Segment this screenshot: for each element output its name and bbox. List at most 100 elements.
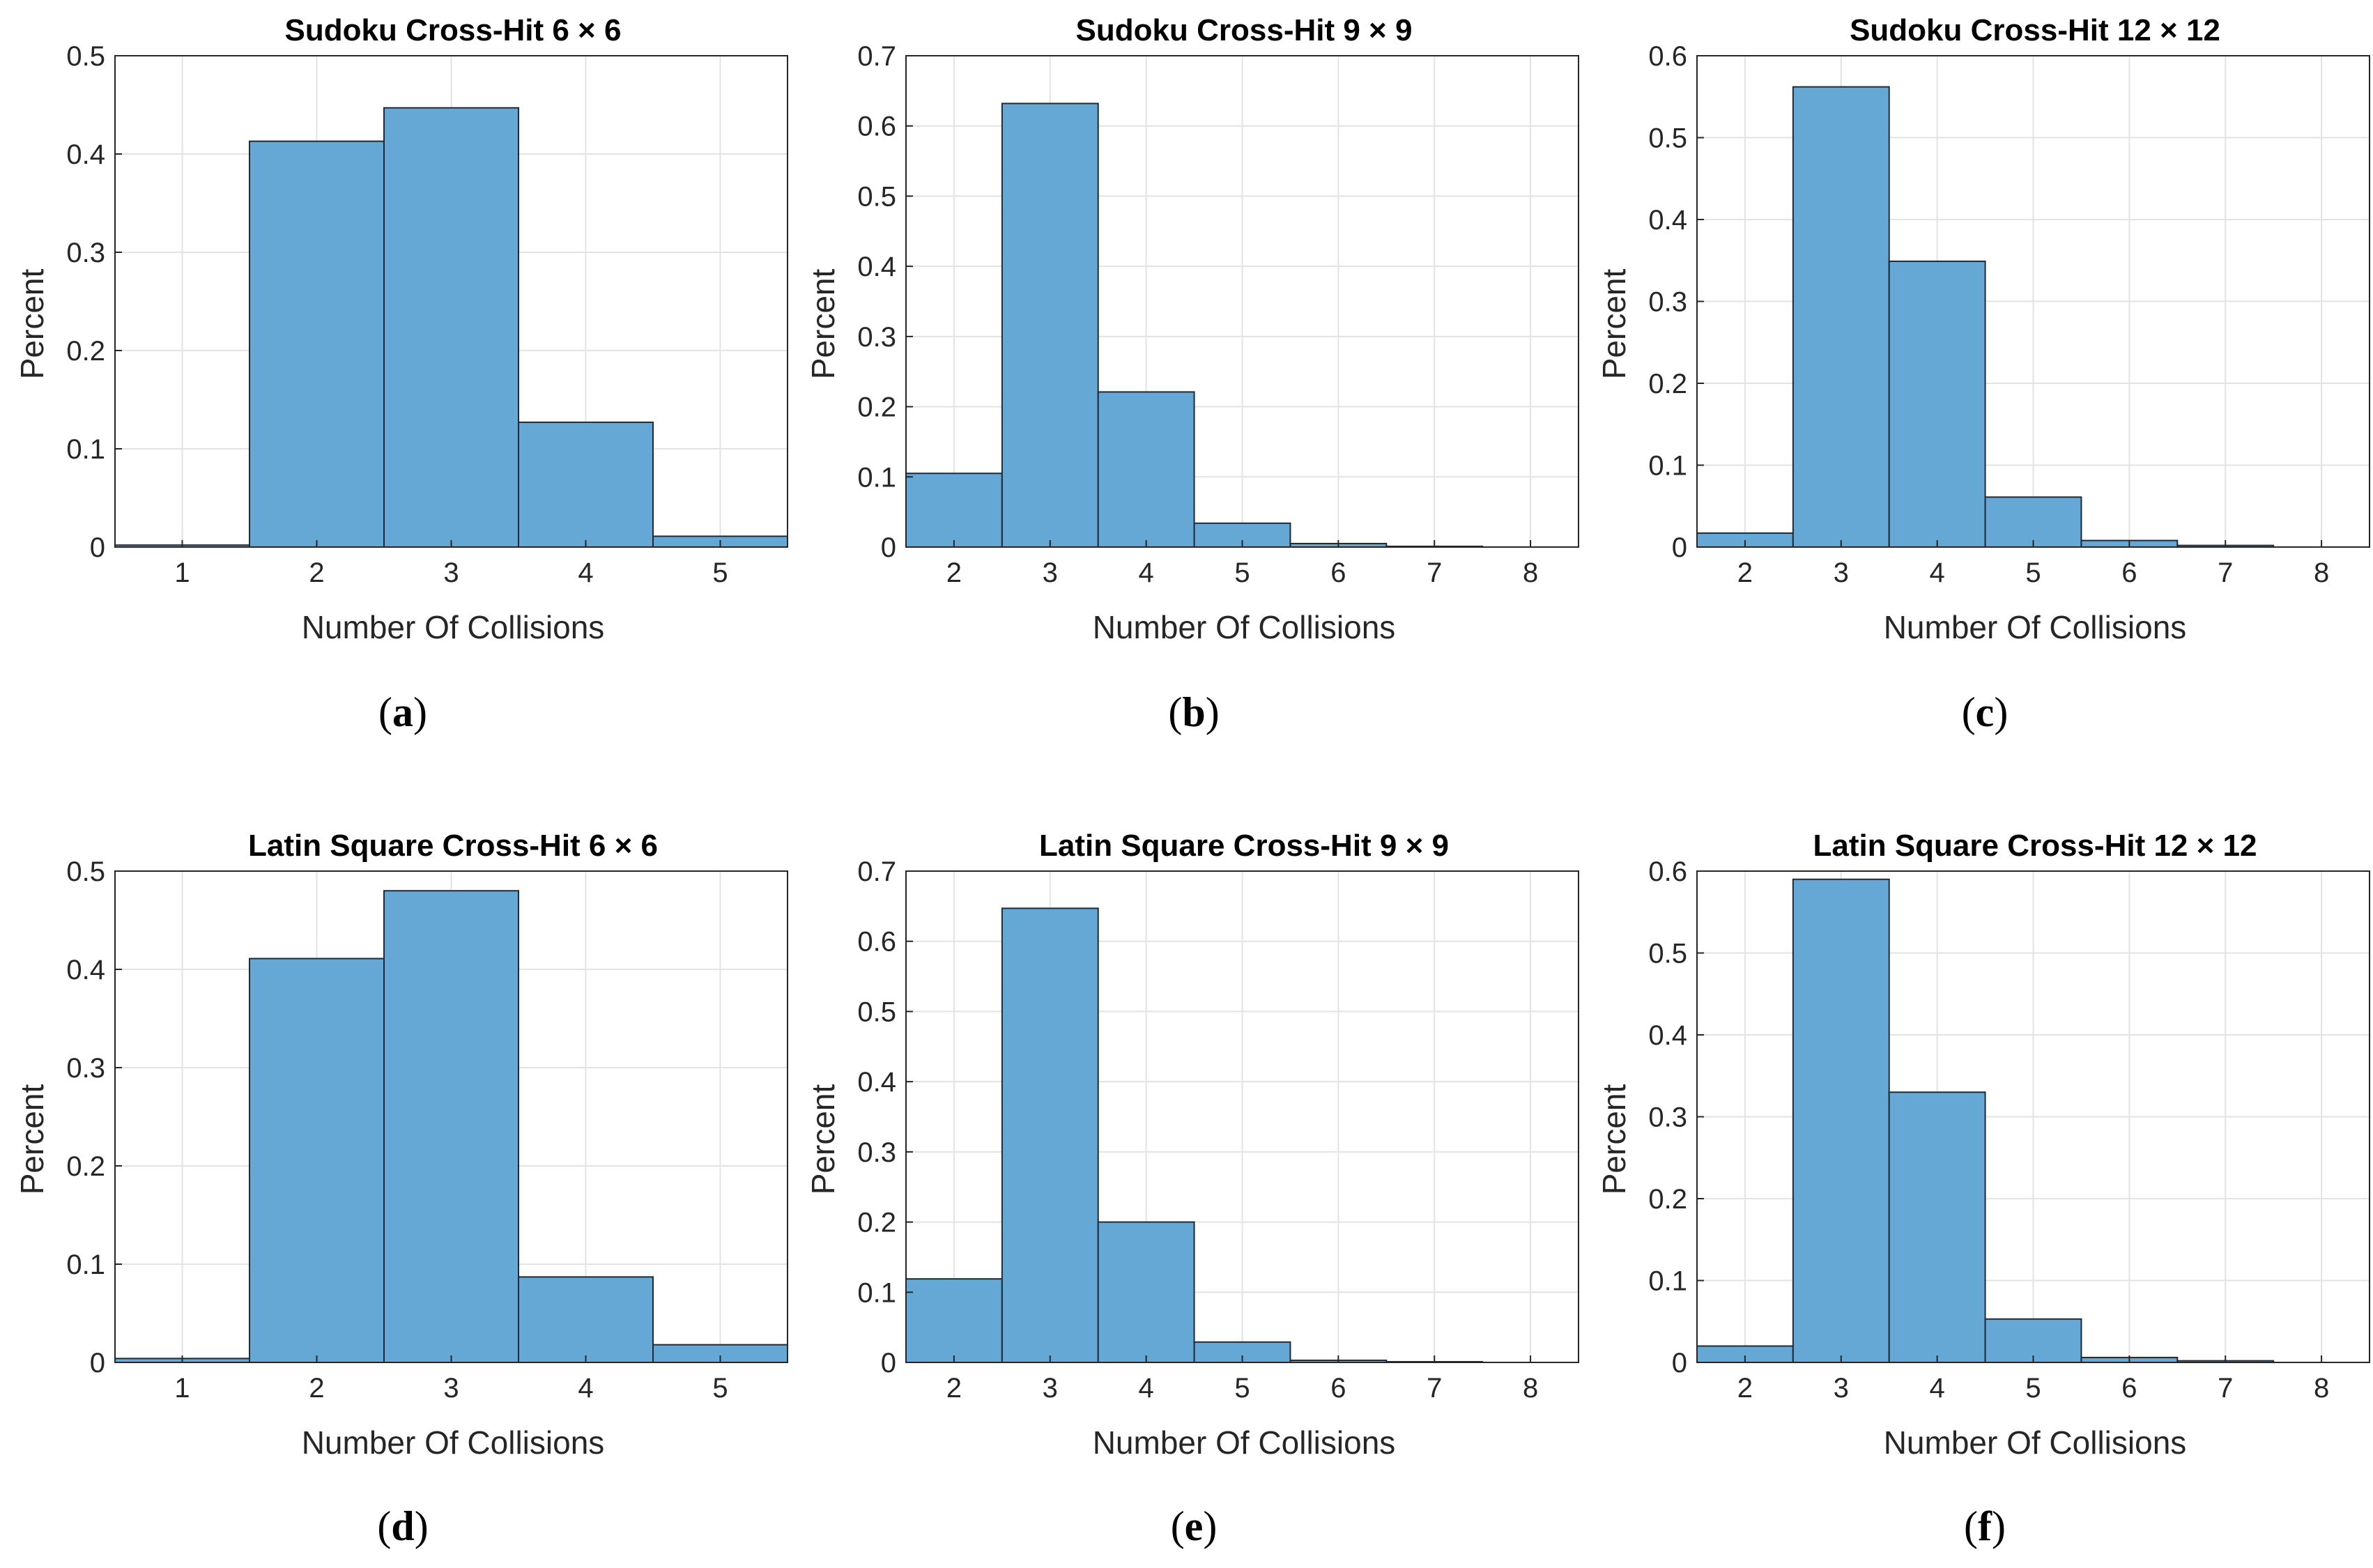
- x-tick-label: 2: [946, 558, 962, 588]
- x-axis-label: Number Of Collisions: [302, 1424, 605, 1461]
- chart-title: Latin Square Cross-Hit 9 × 9: [1039, 829, 1449, 863]
- y-tick-label: 0.2: [1648, 369, 1687, 399]
- figure-caption: (b): [1168, 689, 1219, 735]
- y-tick-label: 0.3: [857, 322, 896, 353]
- x-tick-label: 6: [2121, 558, 2137, 588]
- chart-panel-c: Sudoku Cross-Hit 12 × 12 2 3 4 5 6 7 8 0 0.1 0.2 0…: [1596, 13, 2370, 735]
- y-tick-label: 0.1: [1648, 451, 1687, 482]
- y-tick-label: 0.5: [66, 856, 105, 887]
- x-tick-label: 5: [2025, 1373, 2041, 1404]
- chart-title: Sudoku Cross-Hit 9 × 9: [1076, 13, 1413, 47]
- x-tick-label: 4: [578, 1373, 593, 1404]
- y-axis-label: Percent: [805, 1084, 841, 1195]
- plot-area: 2 3 4 5 6 7 8 0 0.1 0.2 0.3 0.4 0.5 0.6: [1648, 856, 2370, 1404]
- x-tick-label: 4: [1139, 558, 1154, 588]
- x-tick-label: 2: [309, 558, 324, 588]
- bar-5: [1984, 496, 2082, 548]
- x-tick-label: 8: [1523, 1373, 1538, 1404]
- y-tick-label: 0.3: [66, 1053, 105, 1084]
- x-axis-label: Number Of Collisions: [1093, 609, 1396, 645]
- x-tick-label: 3: [1043, 1373, 1058, 1404]
- x-tick-label: 4: [1930, 558, 1945, 588]
- x-tick-label: 2: [1737, 558, 1753, 588]
- bar-3: [383, 107, 519, 548]
- x-tick-label: 7: [1427, 558, 1442, 588]
- bar-4: [1097, 1221, 1195, 1363]
- bar-2: [249, 140, 385, 548]
- x-tick-label: 6: [1330, 558, 1346, 588]
- y-tick-label: 0.4: [66, 955, 105, 985]
- y-tick-label: 0.1: [1648, 1266, 1687, 1297]
- y-tick-label: 0.2: [66, 336, 105, 367]
- x-axis-label: Number Of Collisions: [1093, 1424, 1396, 1461]
- bar-3: [1792, 86, 1890, 548]
- y-tick-label: 0: [881, 1348, 896, 1378]
- x-tick-label: 5: [712, 1373, 728, 1404]
- y-axis-label: Percent: [14, 1084, 50, 1195]
- bar-3: [1792, 878, 1890, 1363]
- chart-title: Sudoku Cross-Hit 12 × 12: [1850, 13, 2220, 47]
- plot-area: 2 3 4 5 6 7 8 0 0.1 0.2 0.3 0.4 0.5 0.6 0.7: [857, 856, 1579, 1404]
- y-axis-label: Percent: [1596, 1084, 1632, 1195]
- y-tick-label: 0.4: [66, 139, 105, 170]
- x-tick-label: 1: [174, 1373, 190, 1404]
- y-tick-label: 0.2: [857, 1208, 896, 1238]
- chart-panel-f: Latin Square Cross-Hit 12 × 12 2 3 4 5 6 7 8 0 0…: [1596, 829, 2370, 1549]
- chart-title: Sudoku Cross-Hit 6 × 6: [285, 13, 622, 47]
- x-tick-label: 5: [1234, 558, 1250, 588]
- bar-3: [1001, 907, 1099, 1363]
- bar-2: [905, 472, 1003, 548]
- figure-caption: (f): [1964, 1503, 2006, 1549]
- x-tick-label: 3: [1043, 558, 1058, 588]
- x-tick-label: 4: [578, 558, 593, 588]
- y-tick-label: 0.6: [857, 927, 896, 958]
- x-tick-label: 7: [1427, 1373, 1442, 1404]
- y-tick-label: 0.4: [857, 1067, 896, 1098]
- y-tick-label: 0: [881, 532, 896, 563]
- x-tick-label: 1: [174, 558, 190, 588]
- bar-5: [1984, 1318, 2082, 1363]
- plot-area: 1 2 3 4 5 0 0.1 0.2 0.3 0.4 0.5: [66, 856, 788, 1404]
- y-tick-label: 0: [1672, 532, 1687, 563]
- bar-2: [249, 958, 385, 1364]
- y-tick-label: 0.5: [857, 181, 896, 212]
- y-tick-label: 0: [90, 532, 105, 563]
- x-tick-label: 3: [1834, 558, 1849, 588]
- y-tick-label: 0.1: [857, 1277, 896, 1308]
- y-tick-label: 0.5: [1648, 123, 1687, 154]
- bar-4: [1888, 260, 1986, 548]
- y-tick-label: 0.3: [857, 1137, 896, 1168]
- y-tick-label: 0.3: [1648, 1102, 1687, 1133]
- x-axis-label: Number Of Collisions: [1884, 1424, 2187, 1461]
- x-axis-label: Number Of Collisions: [302, 609, 605, 645]
- figure-caption: (d): [377, 1503, 428, 1549]
- x-tick-label: 3: [443, 1373, 459, 1404]
- x-tick-label: 5: [712, 558, 728, 588]
- y-tick-label: 0.4: [1648, 1020, 1687, 1051]
- bar-4: [1097, 391, 1195, 548]
- y-tick-label: 0.5: [1648, 939, 1687, 969]
- x-tick-label: 7: [2218, 558, 2233, 588]
- plot-area: 2 3 4 5 6 7 8 0 0.1 0.2 0.3 0.4 0.5 0.6: [1648, 41, 2370, 588]
- y-axis-label: Percent: [1596, 269, 1632, 380]
- x-tick-label: 7: [2218, 1373, 2233, 1404]
- y-tick-label: 0.7: [857, 41, 896, 72]
- y-axis-label: Percent: [14, 269, 50, 380]
- y-tick-label: 0.6: [1648, 856, 1687, 887]
- y-tick-label: 0.2: [66, 1151, 105, 1182]
- y-tick-label: 0.4: [1648, 205, 1687, 236]
- x-tick-label: 5: [2025, 558, 2041, 588]
- y-axis-label: Percent: [805, 269, 841, 380]
- bar-4: [1888, 1091, 1986, 1363]
- figure-caption: (c): [1962, 689, 2009, 735]
- figure-caption: (e): [1171, 1503, 1218, 1549]
- x-tick-label: 2: [1737, 1373, 1753, 1404]
- bar-3: [1001, 102, 1099, 548]
- chart-title: Latin Square Cross-Hit 6 × 6: [248, 829, 658, 863]
- chart-panel-a: Sudoku Cross-Hit 6 × 6 1 2 3 4 5 0 0.1 0.2 0.3 0.…: [14, 13, 788, 735]
- x-tick-label: 2: [946, 1373, 962, 1404]
- y-tick-label: 0.3: [1648, 287, 1687, 318]
- plot-area: 1 2 3 4 5 0 0.1 0.2 0.3 0.4 0.5: [66, 41, 788, 588]
- y-tick-label: 0: [90, 1348, 105, 1378]
- y-tick-label: 0: [1672, 1348, 1687, 1378]
